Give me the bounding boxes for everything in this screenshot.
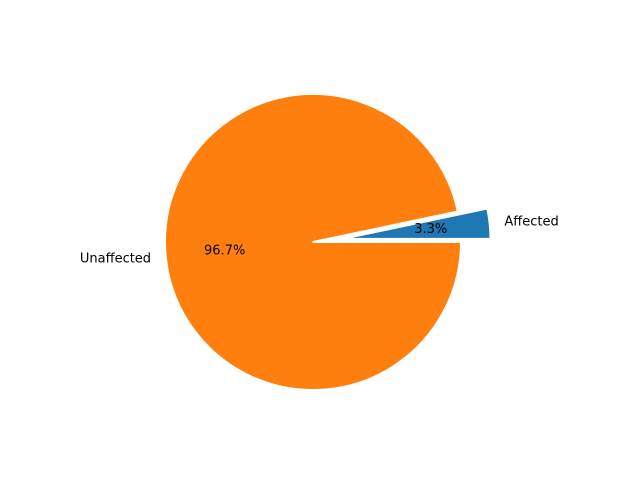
- slice-percent-unaffected: 96.7%: [204, 244, 245, 259]
- pie-labels: Affected 3.3% Unaffected 96.7%: [80, 215, 559, 267]
- pie-slices: [164, 93, 492, 391]
- slice-percent-affected: 3.3%: [414, 222, 447, 237]
- pie-slice-affected: [341, 207, 492, 240]
- pie-slice-unaffected: [164, 93, 462, 391]
- slice-label-affected: Affected: [504, 215, 558, 230]
- slice-label-unaffected: Unaffected: [80, 251, 151, 266]
